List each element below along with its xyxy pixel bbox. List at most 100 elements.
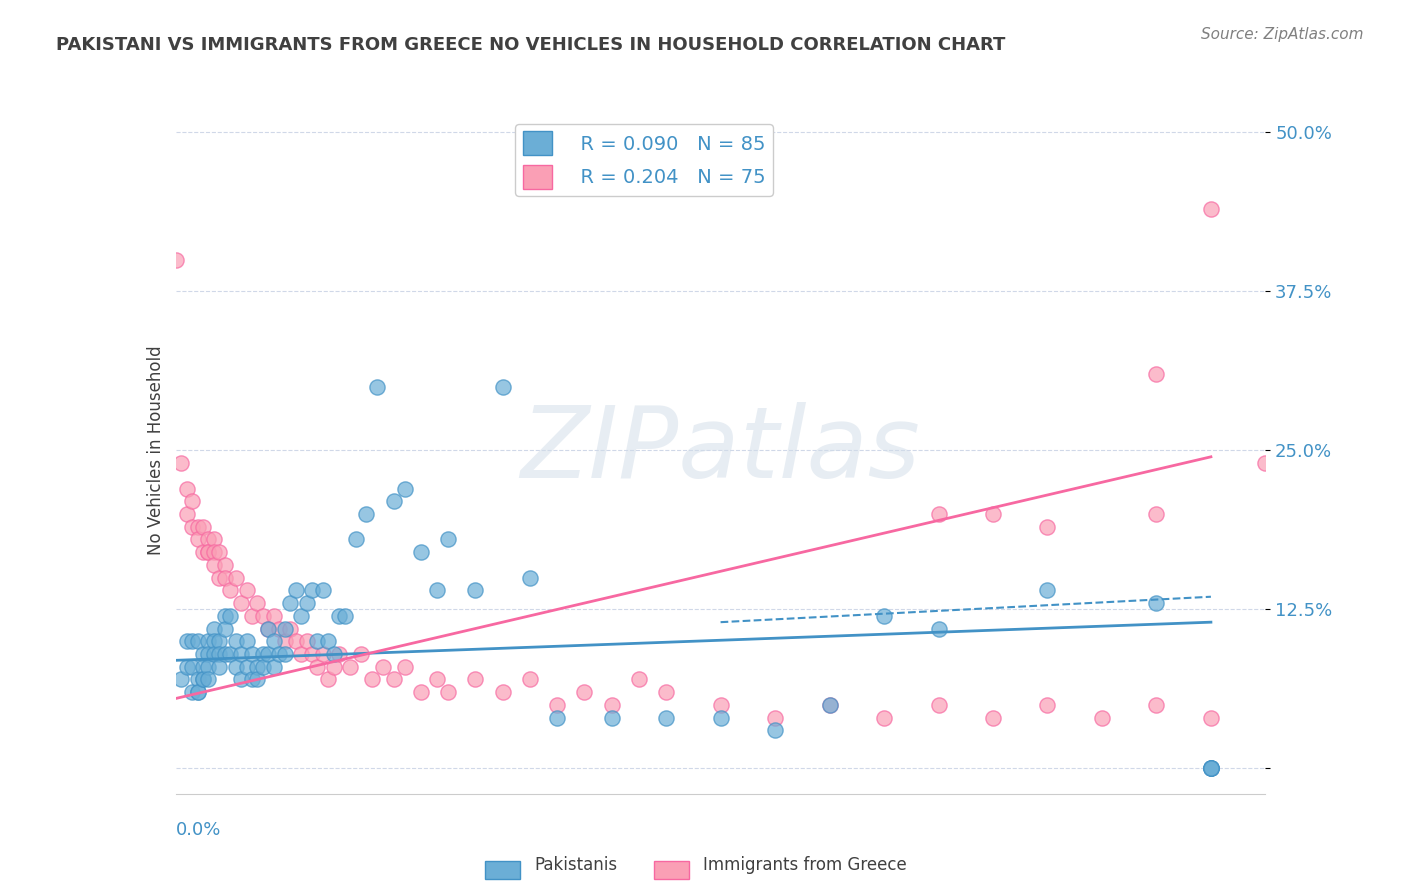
Y-axis label: No Vehicles in Household: No Vehicles in Household	[146, 345, 165, 556]
Point	[600, 698, 623, 712]
Point	[208, 634, 231, 648]
Point	[208, 647, 231, 661]
Point	[322, 659, 344, 673]
Point	[546, 710, 568, 724]
Point	[240, 608, 263, 623]
Point	[873, 710, 896, 724]
Point	[1144, 507, 1167, 521]
Point	[202, 533, 225, 547]
Point	[339, 659, 361, 673]
Point	[318, 634, 340, 648]
Point	[263, 608, 285, 623]
Point	[981, 507, 1004, 521]
Point	[219, 583, 242, 598]
Point	[710, 698, 733, 712]
Point	[312, 647, 335, 661]
Point	[1199, 761, 1222, 775]
Point	[464, 583, 486, 598]
Point	[600, 710, 623, 724]
Point	[464, 673, 486, 687]
Point	[546, 698, 568, 712]
Point	[873, 608, 896, 623]
Point	[214, 622, 236, 636]
Point	[1036, 583, 1059, 598]
Text: Source: ZipAtlas.com: Source: ZipAtlas.com	[1201, 27, 1364, 42]
Point	[208, 545, 231, 559]
Legend:   R = 0.090   N = 85,   R = 0.204   N = 75: R = 0.090 N = 85, R = 0.204 N = 75	[516, 124, 773, 196]
Point	[322, 647, 344, 661]
Point	[197, 545, 219, 559]
Point	[263, 659, 285, 673]
Point	[394, 482, 416, 496]
Point	[186, 685, 209, 699]
Point	[426, 583, 449, 598]
Point	[186, 673, 209, 687]
Point	[328, 608, 350, 623]
Point	[360, 673, 382, 687]
Point	[231, 673, 253, 687]
Point	[202, 634, 225, 648]
Point	[240, 647, 263, 661]
Point	[763, 710, 786, 724]
Point	[181, 520, 204, 534]
Point	[382, 673, 405, 687]
Point	[574, 685, 596, 699]
Point	[257, 622, 280, 636]
Point	[170, 673, 193, 687]
Point	[197, 647, 219, 661]
Point	[225, 634, 247, 648]
Point	[214, 647, 236, 661]
Point	[219, 608, 242, 623]
Point	[1199, 761, 1222, 775]
Point	[492, 380, 515, 394]
Point	[981, 710, 1004, 724]
Point	[181, 659, 204, 673]
Point	[219, 647, 242, 661]
Point	[356, 507, 378, 521]
Point	[246, 659, 269, 673]
Text: Immigrants from Greece: Immigrants from Greece	[703, 855, 907, 873]
Text: 0.0%: 0.0%	[176, 822, 221, 839]
Point	[818, 698, 841, 712]
Point	[181, 685, 204, 699]
Point	[818, 698, 841, 712]
Point	[252, 659, 274, 673]
Point	[214, 608, 236, 623]
Point	[928, 507, 950, 521]
Point	[284, 583, 307, 598]
Point	[409, 685, 432, 699]
Point	[307, 634, 329, 648]
Point	[655, 710, 678, 724]
Point	[252, 608, 274, 623]
Point	[1199, 761, 1222, 775]
Point	[202, 622, 225, 636]
Point	[269, 647, 291, 661]
Point	[655, 685, 678, 699]
Point	[252, 647, 274, 661]
Point	[191, 520, 214, 534]
Point	[197, 533, 219, 547]
Point	[627, 673, 650, 687]
Point	[191, 673, 214, 687]
Point	[269, 622, 291, 636]
Point	[208, 659, 231, 673]
Point	[307, 659, 329, 673]
Text: PAKISTANI VS IMMIGRANTS FROM GREECE NO VEHICLES IN HOUSEHOLD CORRELATION CHART: PAKISTANI VS IMMIGRANTS FROM GREECE NO V…	[56, 36, 1005, 54]
Point	[1254, 456, 1277, 470]
Point	[186, 685, 209, 699]
Point	[763, 723, 786, 738]
Point	[519, 571, 541, 585]
Point	[1199, 710, 1222, 724]
Point	[928, 622, 950, 636]
Text: ZIPatlas: ZIPatlas	[520, 402, 921, 499]
Point	[333, 608, 356, 623]
Point	[344, 533, 367, 547]
Point	[1036, 698, 1059, 712]
Point	[225, 659, 247, 673]
Point	[1091, 710, 1114, 724]
Point	[197, 634, 219, 648]
Point	[214, 571, 236, 585]
Point	[1199, 202, 1222, 216]
Point	[186, 520, 209, 534]
Point	[328, 647, 350, 661]
